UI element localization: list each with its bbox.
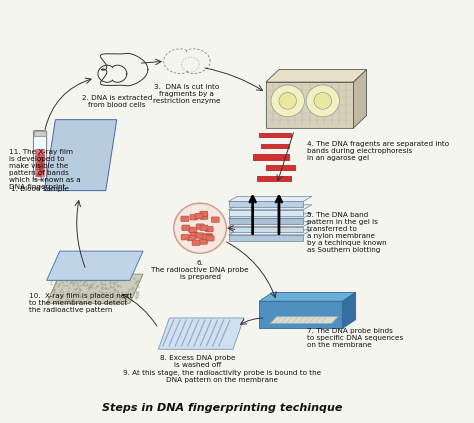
FancyBboxPatch shape <box>190 232 198 237</box>
Polygon shape <box>228 205 312 210</box>
FancyBboxPatch shape <box>181 234 189 240</box>
Polygon shape <box>228 230 312 235</box>
FancyBboxPatch shape <box>266 165 296 170</box>
FancyBboxPatch shape <box>196 224 204 229</box>
FancyBboxPatch shape <box>195 213 203 219</box>
Polygon shape <box>228 235 303 241</box>
FancyBboxPatch shape <box>205 226 213 232</box>
Polygon shape <box>228 227 303 232</box>
FancyBboxPatch shape <box>200 239 208 244</box>
Polygon shape <box>343 292 356 328</box>
FancyBboxPatch shape <box>200 211 208 217</box>
Circle shape <box>174 204 226 253</box>
Polygon shape <box>259 292 356 301</box>
Bar <box>34 132 46 135</box>
FancyBboxPatch shape <box>206 236 214 241</box>
Polygon shape <box>46 251 143 280</box>
Polygon shape <box>45 120 117 191</box>
Polygon shape <box>270 317 338 323</box>
Circle shape <box>271 85 304 117</box>
Polygon shape <box>228 201 303 207</box>
Text: 7. The DNA probe binds
to specific DNA sequences
on the membrane: 7. The DNA probe binds to specific DNA s… <box>308 328 404 349</box>
FancyBboxPatch shape <box>202 234 210 240</box>
FancyBboxPatch shape <box>192 240 200 245</box>
Circle shape <box>174 203 227 253</box>
Circle shape <box>306 85 339 117</box>
Text: 8. Excess DNA probe
is washed off: 8. Excess DNA probe is washed off <box>160 354 236 368</box>
FancyBboxPatch shape <box>253 154 290 161</box>
Polygon shape <box>228 210 303 216</box>
FancyBboxPatch shape <box>181 216 189 222</box>
Polygon shape <box>228 213 312 218</box>
FancyBboxPatch shape <box>182 225 190 231</box>
Polygon shape <box>158 318 244 349</box>
FancyBboxPatch shape <box>257 176 292 182</box>
Polygon shape <box>266 69 366 82</box>
Polygon shape <box>228 222 312 227</box>
Polygon shape <box>228 196 312 201</box>
FancyBboxPatch shape <box>261 144 290 149</box>
Circle shape <box>314 93 331 109</box>
FancyBboxPatch shape <box>259 132 292 138</box>
FancyBboxPatch shape <box>35 149 45 177</box>
Polygon shape <box>228 218 303 224</box>
Text: 4. The DNA fragents are separated into
bands during electrophoresis
in an agaros: 4. The DNA fragents are separated into b… <box>308 140 449 161</box>
Text: 1. Blood sample: 1. Blood sample <box>11 186 69 192</box>
Text: 11. The X-ray film
is developed to
make visible the
pattern of bands
which is kn: 11. The X-ray film is developed to make … <box>9 149 81 190</box>
Polygon shape <box>46 274 143 303</box>
Text: Steps in DNA fingerprinting techinque: Steps in DNA fingerprinting techinque <box>102 403 342 413</box>
FancyBboxPatch shape <box>200 214 208 219</box>
FancyBboxPatch shape <box>200 225 208 231</box>
Polygon shape <box>266 82 354 128</box>
Text: 3.  DNA is cut into
fragments by a
restriction enzyme: 3. DNA is cut into fragments by a restri… <box>153 84 220 104</box>
FancyBboxPatch shape <box>190 214 198 220</box>
FancyBboxPatch shape <box>211 217 219 222</box>
FancyBboxPatch shape <box>34 131 46 180</box>
Polygon shape <box>259 301 343 328</box>
FancyBboxPatch shape <box>196 233 204 238</box>
Text: 5. The DNA band
pattern in the gel is
transferred to
a nylon membrane
by a techi: 5. The DNA band pattern in the gel is tr… <box>308 212 387 253</box>
Text: 2. DNA is extracted
from blood cells: 2. DNA is extracted from blood cells <box>82 95 152 107</box>
Text: 6.
The radioactive DNA probe
is prepared: 6. The radioactive DNA probe is prepared <box>151 259 249 280</box>
FancyBboxPatch shape <box>189 227 196 233</box>
Text: 9. At this stage, the radioactivity probe is bound to the
DNA pattern on the mem: 9. At this stage, the radioactivity prob… <box>123 370 321 383</box>
FancyBboxPatch shape <box>205 233 212 239</box>
Polygon shape <box>354 69 366 128</box>
Circle shape <box>279 93 296 109</box>
Text: 10.  X-ray film is placed next
to the membrane to detect
the radioactive pattern: 10. X-ray film is placed next to the mem… <box>29 293 132 313</box>
FancyBboxPatch shape <box>187 236 195 241</box>
